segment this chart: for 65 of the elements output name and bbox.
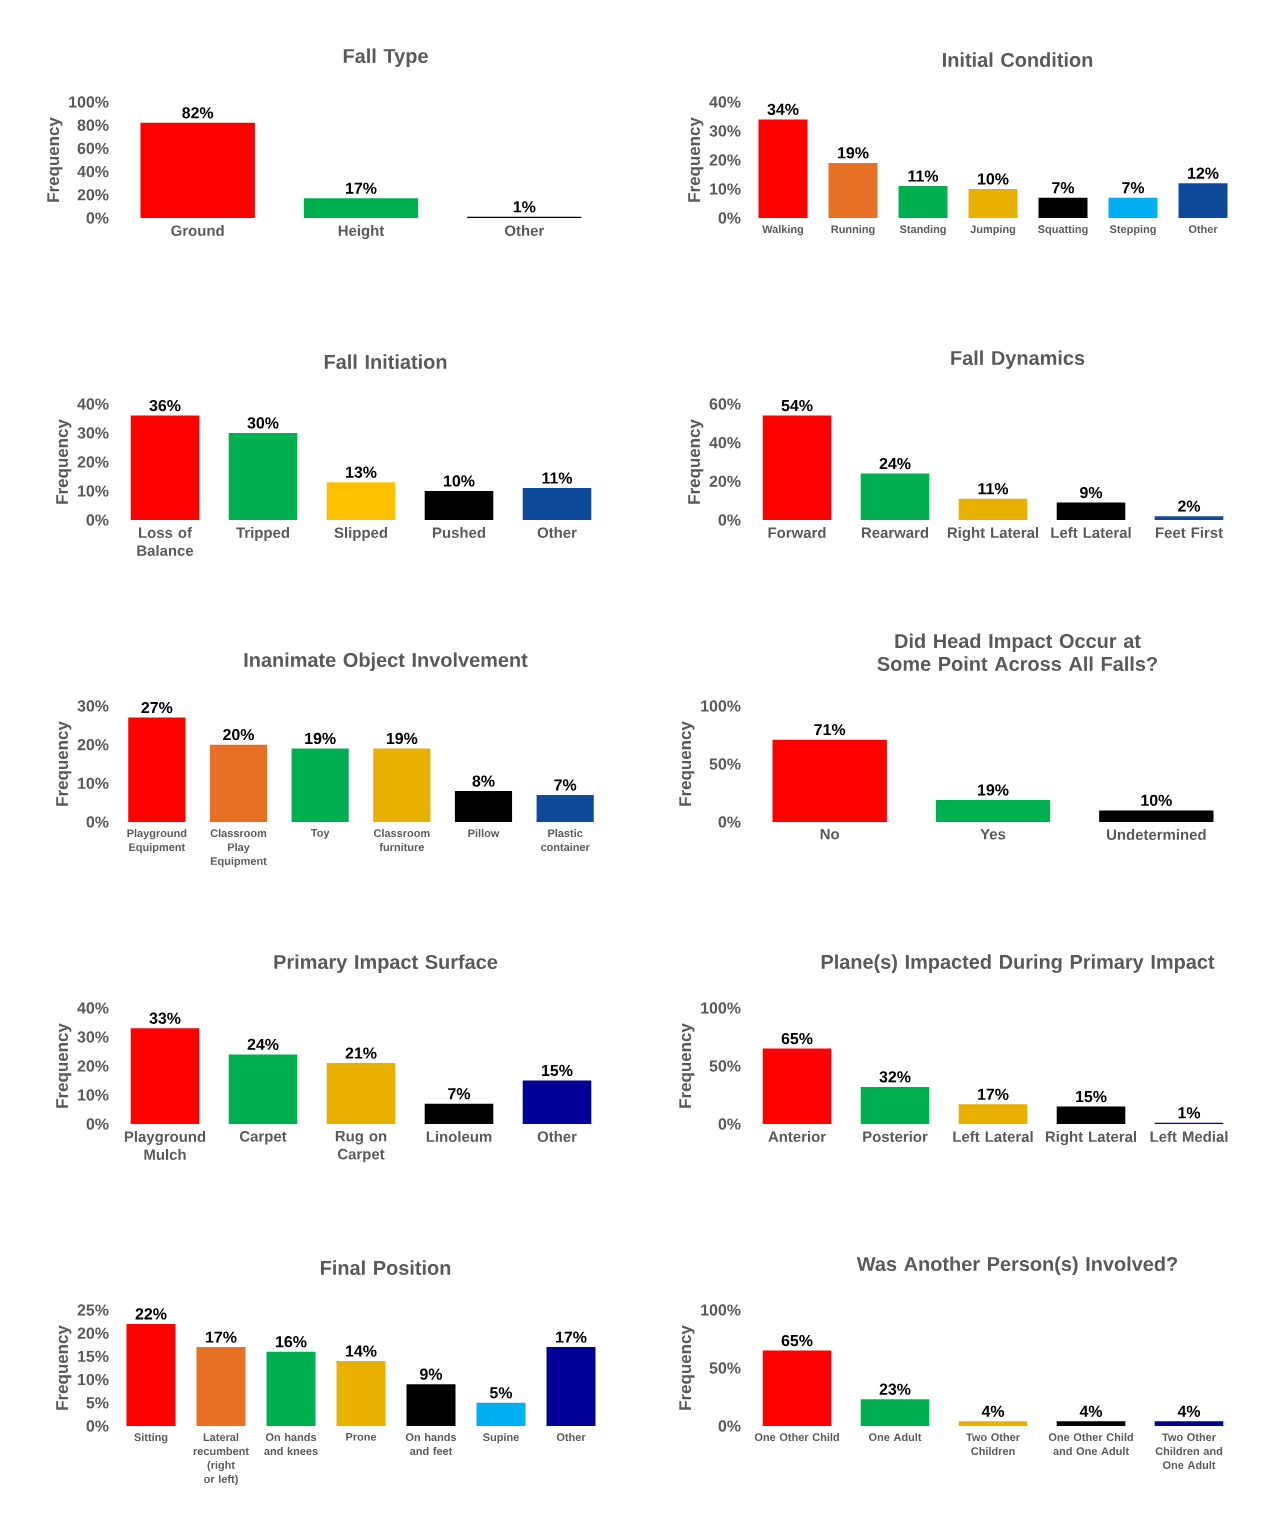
bar [130,415,200,520]
y-axis-title: Frequency [688,117,704,202]
bar [860,1399,930,1426]
chart-title: Primary Impact Surface [274,954,498,973]
bar [762,415,832,520]
bar [968,188,1018,218]
bar [454,791,513,822]
chart-title: Initial Condition [943,52,1093,67]
bar [860,1086,930,1124]
bar [1056,502,1126,520]
bar [860,473,930,520]
bar [828,162,878,218]
bar [958,1104,1028,1124]
bar [266,1351,316,1426]
bar [406,1384,456,1426]
bar [546,1347,596,1426]
y-axis-title: Frequency [688,419,704,504]
bar [1038,197,1088,218]
chart-title: Was Another Person(s) Involved? [856,1256,1178,1275]
y-axis-title: Frequency [679,721,695,806]
bar [228,1054,298,1124]
bar [326,482,396,520]
bar [291,748,349,822]
bar [209,744,268,822]
chart-title: Fall Initiation [324,354,447,369]
chart-title: Did Head Impact Occur at Some Point Across All Falls? [877,633,1157,671]
y-axis-title: Frequency [679,1325,695,1410]
chart-title: Plane(s) Impacted During Primary Impact [821,954,1215,973]
bar [758,119,808,218]
bar [196,1347,246,1426]
bar [326,1063,396,1124]
bar [424,490,494,520]
chart-title: Fall Dynamics [951,350,1085,369]
y-axis-title: Frequency [56,1023,72,1108]
y-axis-title: Frequency [56,1325,72,1410]
bar [126,1323,176,1426]
bar [228,432,298,520]
bar [762,1048,832,1124]
bar [772,739,887,822]
bar [1099,810,1214,822]
bar [762,1350,832,1426]
chart-title: Final Position [320,1260,451,1275]
bar [130,1028,200,1124]
y-axis-title: Frequency [56,721,72,806]
bar [303,198,419,218]
y-axis-title: Frequency [47,117,63,202]
bar [1056,1106,1126,1124]
bar [522,488,592,520]
chart-title: Inanimate Object Involvement [244,652,528,671]
bar [536,794,594,822]
bar [935,799,1051,822]
y-axis-title: Frequency [56,419,72,504]
bar [1108,197,1158,218]
y-axis-title: Frequency [679,1023,695,1108]
bar [336,1361,386,1426]
bar [476,1402,526,1426]
bar [373,748,431,822]
bar [128,717,186,822]
bar [898,186,948,218]
bar [140,122,255,218]
bar [522,1080,592,1124]
bar [424,1103,494,1124]
bar [1178,183,1228,218]
chart-title: Fall Type [343,48,428,67]
bar [958,498,1028,520]
